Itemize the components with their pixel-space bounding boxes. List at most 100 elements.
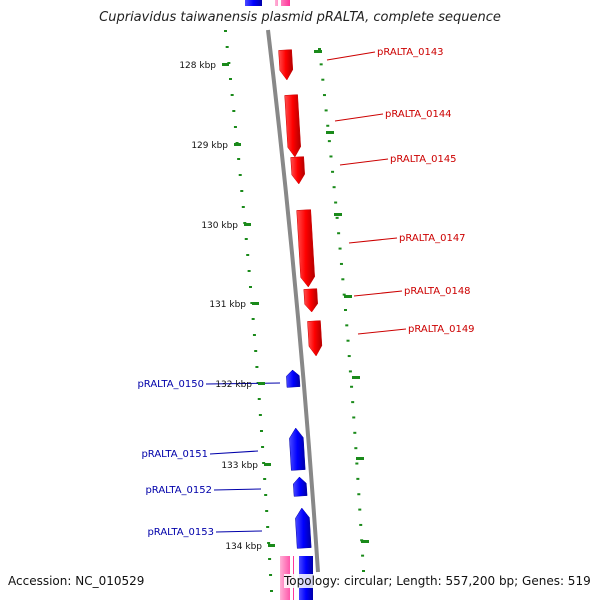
ruler-dot	[337, 232, 341, 235]
ruler-dot	[341, 278, 345, 281]
ruler-tick	[268, 544, 275, 547]
ruler-dot	[359, 523, 363, 526]
ruler-dot	[358, 508, 362, 511]
ruler-dot	[257, 398, 261, 400]
gene-arrow-pRALTA_0153[interactable]	[295, 507, 312, 549]
gene-leader-line	[326, 51, 376, 61]
ruler-dot	[225, 46, 229, 48]
ruler-tick	[314, 50, 322, 53]
ruler-dot	[357, 493, 361, 496]
partial-gene	[245, 0, 262, 6]
ruler-dot	[233, 126, 237, 128]
ruler-dot	[248, 286, 252, 288]
ruler-tick	[234, 143, 241, 146]
gene-arrow-pRALTA_0147[interactable]	[296, 209, 315, 288]
gene-label[interactable]: pRALTA_0153	[147, 527, 214, 538]
gene-label[interactable]: pRALTA_0143	[377, 47, 444, 58]
ruler-dot	[261, 446, 265, 448]
ruler-dot	[347, 355, 351, 358]
ruler-dot	[254, 350, 258, 352]
ruler-dot	[348, 370, 352, 373]
ruler-tick	[344, 295, 352, 298]
ruler-dot	[241, 206, 245, 208]
gene-track	[245, 0, 323, 600]
gene-label[interactable]: pRALTA_0150	[137, 379, 204, 390]
gene-label[interactable]: pRALTA_0151	[141, 449, 208, 460]
gene-label[interactable]: pRALTA_0148	[404, 286, 471, 297]
backbone-line	[266, 29, 320, 573]
ruler-dot	[354, 447, 358, 450]
ruler-tick	[258, 382, 265, 385]
gene-arrow-pRALTA_0148[interactable]	[303, 288, 318, 313]
gene-label[interactable]: pRALTA_0149	[408, 324, 475, 335]
ruler-dot	[350, 385, 354, 388]
ruler-dot	[266, 526, 270, 528]
gene-arrow-pRALTA_0145[interactable]	[290, 156, 305, 185]
ruler-dot	[342, 293, 346, 296]
topology-summary: Topology: circular; Length: 557,200 bp; …	[284, 574, 591, 588]
ruler-tick-label: 131 kbp	[209, 300, 246, 310]
ruler-dot	[270, 590, 274, 592]
gene-leader-line	[209, 450, 259, 455]
ruler-dot	[361, 554, 365, 557]
gene-labels: pRALTA_0143 pRALTA_0144 pRALTA_0145 pRALTA_…	[137, 47, 474, 538]
ruler-tick	[352, 376, 360, 379]
gene-arrow-pRALTA_0143[interactable]	[278, 49, 294, 81]
ruler-dot	[255, 366, 259, 368]
gene-arrow-pRALTA_0150[interactable]	[286, 369, 301, 388]
partial-gene	[275, 0, 290, 6]
gene-leader-line	[353, 290, 403, 297]
ruler-dot	[355, 462, 359, 465]
ruler-dot	[344, 309, 347, 311]
ruler-dot	[246, 254, 250, 256]
ruler-dot	[353, 431, 357, 434]
gene-leader-line	[334, 113, 384, 122]
ruler-tick-label: 132 kbp	[215, 380, 252, 390]
gene-leader-line	[348, 237, 398, 244]
gene-arrow-pRALTA_0151[interactable]	[289, 427, 306, 471]
ruler-tick	[252, 302, 259, 305]
ruler-tick	[356, 457, 364, 460]
ruler-dot	[318, 48, 321, 50]
ruler-dot	[263, 478, 267, 480]
gene-gap	[278, 0, 281, 6]
ruler-tick-label: 128 kbp	[179, 61, 216, 71]
ruler-dot	[362, 570, 366, 572]
ruler-dot	[268, 558, 272, 560]
gene-leader-line	[357, 328, 407, 335]
ruler-tick-label: 134 kbp	[225, 542, 262, 552]
gene-arrow-pRALTA_0152[interactable]	[293, 476, 308, 497]
ruler-dot	[356, 477, 360, 480]
ruler-dot	[252, 334, 256, 336]
ruler-dot	[229, 78, 233, 80]
accession-text: Accession: NC_010529	[8, 574, 145, 588]
ruler-dot	[324, 109, 328, 112]
ruler-dot	[331, 170, 335, 173]
ruler-dot	[326, 124, 330, 127]
ruler-dot	[230, 94, 234, 96]
inner-ruler-dots	[224, 30, 274, 592]
ruler-tick-label: 130 kbp	[201, 221, 238, 231]
ruler-dot	[339, 262, 343, 265]
ruler-dot	[322, 94, 326, 97]
gene-label[interactable]: pRALTA_0147	[399, 233, 466, 244]
outer-ruler-dots	[318, 48, 366, 572]
ruler-dot	[224, 30, 227, 32]
ruler-dot	[334, 201, 338, 204]
gene-label[interactable]: pRALTA_0152	[145, 485, 212, 496]
ruler-dot	[232, 110, 236, 112]
ruler-tick	[264, 463, 271, 466]
ruler-dot	[251, 318, 255, 320]
backbone	[266, 29, 320, 573]
ruler-dot	[319, 63, 323, 66]
ruler-ticks: 128 kbp 129 kbp 130 kbp 131 kbp 132 kbp 133 k…	[179, 50, 369, 552]
ruler-dot	[346, 339, 350, 342]
gene-label[interactable]: pRALTA_0145	[390, 154, 457, 165]
gene-label[interactable]: pRALTA_0144	[385, 109, 452, 120]
ruler-tick-label: 133 kbp	[221, 461, 258, 471]
gene-arrow-pRALTA_0144[interactable]	[284, 94, 301, 158]
ruler-dot	[269, 574, 273, 576]
gene-arrow-pRALTA_0149[interactable]	[307, 320, 323, 357]
ruler-dot	[264, 494, 268, 496]
